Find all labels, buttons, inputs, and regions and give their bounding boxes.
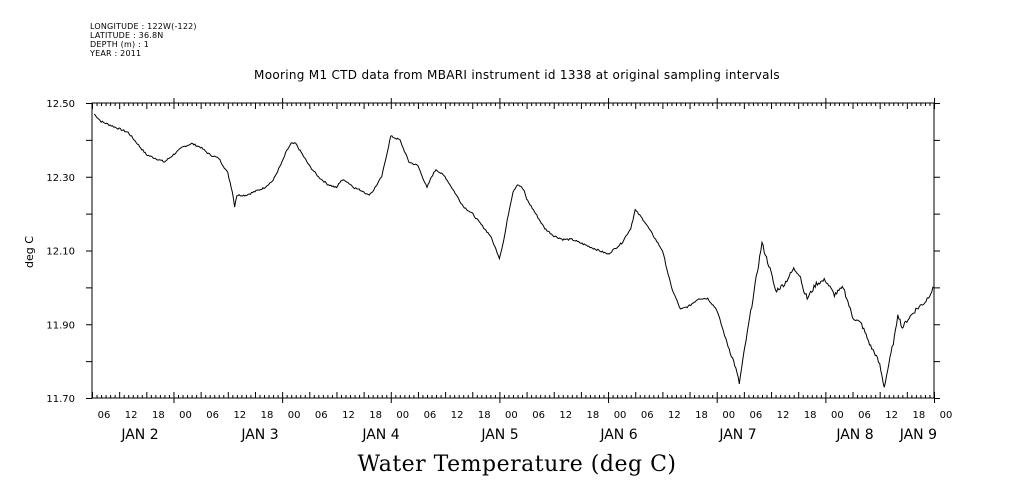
x-day-label: JAN 8 [835,427,873,443]
x-tick-label: 12 [233,410,246,421]
y-tick-label: 11.70 [46,394,75,405]
x-day-label: JAN 3 [240,427,278,443]
x-tick-label: 06 [641,410,654,421]
plot-frame [91,102,935,399]
x-tick-label: 18 [804,410,817,421]
x-tick-label: 18 [912,410,925,421]
y-tick-label: 12.10 [46,247,75,258]
x-day-label: JAN 6 [599,427,637,443]
x-tick-label: 06 [858,410,871,421]
x-tick-label: 06 [206,410,219,421]
x-tick-label: 18 [261,410,274,421]
x-tick-label: 06 [750,410,763,421]
x-tick-label: 06 [98,410,111,421]
y-axis-label: deg C [23,236,36,268]
longitude-text: LONGITUDE : 122W(-122) [90,22,197,31]
depth-text: DEPTH (m) : 1 [90,40,149,49]
x-tick-label: 18 [152,410,165,421]
x-tick-label: 18 [369,410,382,421]
x-tick-label: 00 [505,410,518,421]
y-tick-label: 11.90 [46,320,75,331]
metadata-block: LONGITUDE : 122W(-122) LATITUDE : 36.8N … [90,22,197,58]
x-tick-label: 12 [342,410,355,421]
x-tick-label: 06 [424,410,437,421]
x-axis-title: Water Temperature (deg C) [357,452,677,477]
x-tick-label: 12 [125,410,138,421]
temperature-series-line [93,113,935,388]
latitude-text: LATITUDE : 36.8N [90,31,164,40]
y-tick-label: 12.30 [46,173,75,184]
x-tick-label: 00 [831,410,844,421]
x-day-label: JAN 5 [480,427,518,443]
x-tick-label: 06 [532,410,545,421]
x-tick-label: 00 [722,410,735,421]
x-tick-label: 00 [179,410,192,421]
x-tick-label: 18 [695,410,708,421]
chart-title: Mooring M1 CTD data from MBARI instrumen… [254,68,780,82]
x-day-label: JAN 2 [120,427,158,443]
x-tick-label: 12 [885,410,898,421]
year-text: YEAR : 2011 [90,49,142,58]
x-day-label: JAN 4 [361,427,399,443]
x-tick-label: 12 [451,410,464,421]
x-tick-label: 12 [559,410,572,421]
x-tick-label: 00 [396,410,409,421]
x-tick-label: 12 [668,410,681,421]
x-tick-label: 00 [614,410,627,421]
x-tick-label: 00 [288,410,301,421]
x-tick-label: 06 [315,410,328,421]
y-tick-label: 12.50 [46,99,75,110]
x-tick-label: 18 [587,410,600,421]
x-tick-label: 00 [940,410,953,421]
x-day-label: JAN 7 [718,427,756,443]
x-tick-label: 18 [478,410,491,421]
x-day-label: JAN 9 [899,427,937,443]
x-tick-label: 12 [777,410,790,421]
